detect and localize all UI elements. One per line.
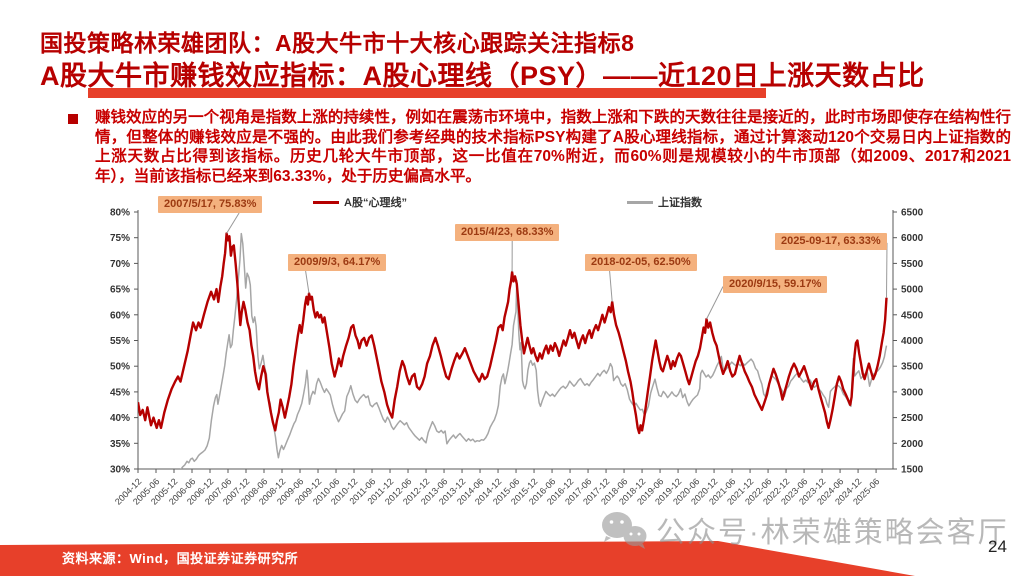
annotation-leader-line	[226, 212, 240, 234]
annotation-leader-line	[706, 286, 724, 320]
series-psy-line	[138, 232, 888, 435]
y-left-tick-label: 35%	[110, 439, 130, 450]
annotation-callout: 2007/5/17, 75.83%	[158, 196, 263, 213]
summary-paragraph: 赚钱效应的另一个视角是指数上涨的持续性，例如在震荡市环境中，指数上涨和下跌的天数…	[95, 109, 1011, 185]
annotation-leader-line	[886, 242, 888, 298]
legend-label-sse: 上证指数	[658, 197, 702, 209]
annotation-callout: 2018-02-05, 62.50%	[585, 254, 697, 271]
y-left-tick-label: 40%	[110, 413, 130, 424]
y-left-tick-label: 50%	[110, 362, 130, 373]
y-left-tick-label: 60%	[110, 310, 130, 321]
y-right-tick-label: 1500	[901, 465, 924, 476]
y-left-tick-label: 75%	[110, 233, 130, 244]
page-title-line2: A股大牛市赚钱效应指标：A股心理线（PSY）——近120日上涨天数占比	[40, 61, 925, 91]
annotation-callout: 2020/9/15, 59.17%	[723, 276, 828, 293]
series-sse-line	[180, 232, 888, 469]
y-right-tick-label: 5500	[901, 259, 924, 270]
watermark: 公众号·林荣雄策略会客厅	[598, 509, 1009, 551]
y-right-tick-label: 4000	[901, 336, 924, 347]
y-left-tick-label: 80%	[110, 208, 130, 219]
y-left-tick-label: 65%	[110, 285, 130, 296]
y-left-tick-label: 55%	[110, 336, 130, 347]
y-right-tick-label: 5000	[901, 285, 924, 296]
y-right-tick-label: 6500	[901, 208, 924, 219]
wechat-icon	[602, 512, 647, 549]
annotation-callout: 2015/4/23, 68.33%	[455, 224, 560, 241]
y-left-tick-label: 70%	[110, 259, 130, 270]
annotation-leader-line	[305, 270, 310, 294]
title-underline-bar	[88, 88, 766, 98]
y-right-tick-label: 2000	[901, 439, 924, 450]
legend-swatch-psy	[313, 200, 339, 204]
annotation-leader-line	[609, 270, 613, 302]
y-right-tick-label: 3500	[901, 362, 924, 373]
y-right-tick-label: 3000	[901, 387, 924, 398]
page-title-line1: 国投策略林荣雄团队：A股大牛市十大核心跟踪关注指标8	[40, 30, 635, 56]
y-right-tick-label: 2500	[901, 413, 924, 424]
source-note: 资料来源：Wind，国投证券证券研究所	[62, 551, 299, 566]
y-right-tick-label: 4500	[901, 310, 924, 321]
y-left-tick-label: 30%	[110, 465, 130, 476]
annotation-callout: 2009/9/3, 64.17%	[288, 254, 387, 271]
y-right-tick-label: 6000	[901, 233, 924, 244]
legend-item-sse: 上证指数	[627, 196, 702, 209]
y-left-tick-label: 45%	[110, 387, 130, 398]
watermark-text: 公众号·林荣雄策略会客厅	[656, 517, 1009, 549]
legend-swatch-sse	[627, 200, 653, 204]
legend-label-psy: A股“心理线”	[344, 197, 407, 209]
page-number: 24	[988, 537, 1007, 556]
annotation-callout: 2025-09-17, 63.33%	[775, 233, 887, 250]
legend-item-psy: A股“心理线”	[313, 196, 407, 209]
bullet-square-icon	[68, 114, 78, 124]
